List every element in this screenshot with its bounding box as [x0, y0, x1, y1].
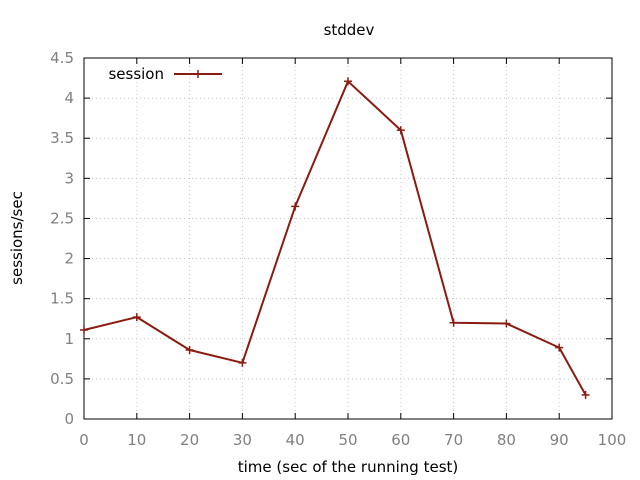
chart-title: stddev — [324, 21, 375, 39]
y-tick-label: 2 — [64, 250, 74, 268]
x-tick-label: 70 — [444, 431, 463, 449]
y-axis: 0 0.5 1 1.5 2 2.5 3 3.5 4 4.5 — [50, 49, 612, 428]
x-tick-label: 10 — [127, 431, 146, 449]
x-tick-label: 0 — [79, 431, 89, 449]
y-tick-label: 4 — [64, 89, 74, 107]
legend: session — [108, 65, 222, 83]
data-point — [555, 343, 564, 352]
y-tick-label: 1.5 — [50, 290, 74, 308]
x-axis-label: time (sec of the running test) — [238, 458, 459, 476]
y-axis-label: sessions/sec — [8, 191, 26, 285]
x-axis: 0 10 20 30 40 50 60 70 80 90 100 — [79, 58, 626, 449]
x-tick-label: 30 — [233, 431, 252, 449]
data-point — [185, 346, 194, 355]
y-tick-label: 3 — [64, 169, 74, 187]
x-tick-label: 100 — [598, 431, 627, 449]
data-point — [80, 325, 88, 334]
grid — [84, 58, 612, 419]
data-point — [132, 313, 141, 322]
x-tick-label: 60 — [391, 431, 410, 449]
x-tick-label: 40 — [286, 431, 305, 449]
legend-label-session: session — [108, 65, 164, 83]
y-tick-label: 4.5 — [50, 49, 74, 67]
x-tick-label: 90 — [550, 431, 569, 449]
y-tick-label: 0 — [64, 410, 74, 428]
x-tick-label: 20 — [180, 431, 199, 449]
y-tick-label: 1 — [64, 330, 74, 348]
data-point — [449, 318, 458, 327]
data-point — [344, 77, 352, 86]
data-point — [581, 390, 590, 399]
y-tick-label: 2.5 — [50, 209, 74, 227]
x-tick-label: 80 — [497, 431, 516, 449]
y-tick-label: 3.5 — [50, 129, 74, 147]
data-point — [396, 126, 405, 135]
series-line-session — [83, 80, 587, 396]
data-point — [291, 202, 300, 211]
series-group — [80, 77, 590, 399]
data-point — [502, 319, 511, 328]
data-point — [238, 358, 247, 367]
x-tick-label: 50 — [338, 431, 357, 449]
y-tick-label: 0.5 — [50, 370, 74, 388]
legend-marker-session — [194, 70, 202, 78]
